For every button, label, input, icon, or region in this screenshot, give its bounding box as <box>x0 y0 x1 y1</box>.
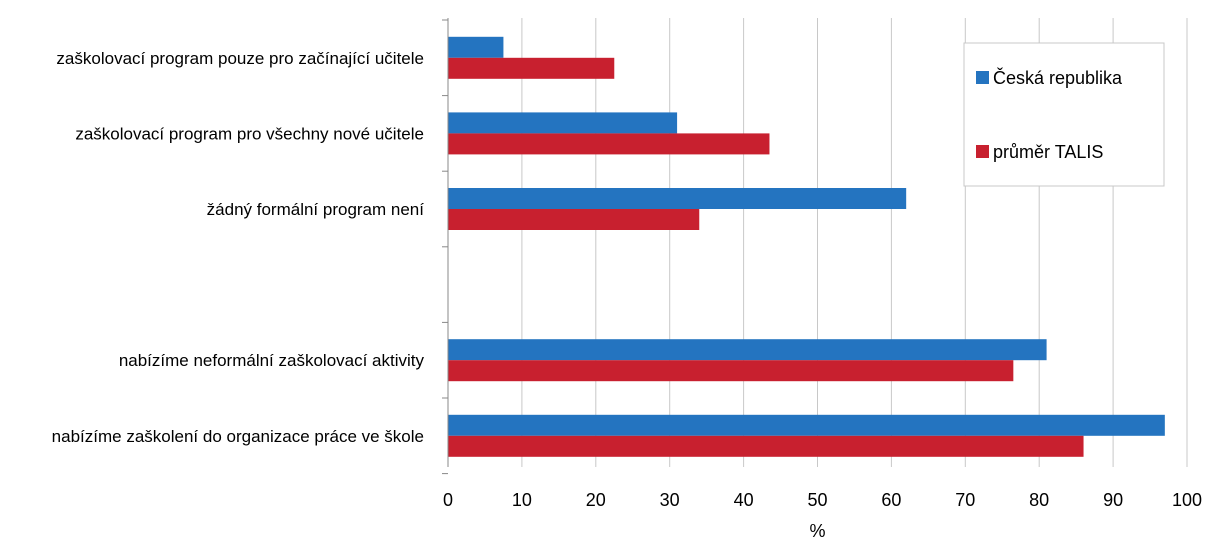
legend-label-ceska-republika: Česká republika <box>993 67 1123 88</box>
x-tick-labels: 0 10 20 30 40 50 60 70 80 90 100 <box>443 490 1202 510</box>
bar-ceska-republika <box>448 339 1047 361</box>
x-tick-label-30: 30 <box>660 490 680 510</box>
x-tick-label-0: 0 <box>443 490 453 510</box>
x-tick-label-10: 10 <box>512 490 532 510</box>
category-label: nabízíme neformální zaškolovací aktivity <box>119 351 425 370</box>
bar-ceska-republika <box>448 414 1165 436</box>
bar-prumer-talis <box>448 57 615 79</box>
x-tick-label-90: 90 <box>1103 490 1123 510</box>
x-tick-label-50: 50 <box>807 490 827 510</box>
bars <box>448 36 1165 457</box>
x-tick-label-70: 70 <box>955 490 975 510</box>
x-tick-label-60: 60 <box>881 490 901 510</box>
legend-label-prumer-talis: průměr TALIS <box>993 142 1103 162</box>
category-label: nabízíme zaškolení do organizace práce v… <box>52 427 424 446</box>
category-label: zaškolovací program pouze pro začínající… <box>56 49 424 68</box>
bar-prumer-talis <box>448 209 700 230</box>
legend: Česká republika průměr TALIS <box>963 42 1165 187</box>
bar-prumer-talis <box>448 435 1084 457</box>
category-label: žádný formální program není <box>207 200 425 219</box>
category-ticks <box>442 19 448 475</box>
x-tick-label-100: 100 <box>1172 490 1202 510</box>
legend-box <box>963 42 1165 187</box>
bar-prumer-talis <box>448 133 770 155</box>
category-label: zaškolovací program pro všechny nové uči… <box>75 124 424 143</box>
x-tick-label-80: 80 <box>1029 490 1049 510</box>
legend-swatch-ceska-republika <box>976 71 989 84</box>
bar-ceska-republika <box>448 112 678 134</box>
legend-swatch-prumer-talis <box>976 145 989 158</box>
bar-prumer-talis <box>448 360 1014 382</box>
bar-ceska-republika <box>448 188 907 209</box>
x-axis-title: % <box>809 521 825 541</box>
category-labels: zaškolovací program pouze pro začínající… <box>52 49 425 446</box>
x-tick-label-40: 40 <box>734 490 754 510</box>
bar-ceska-republika <box>448 36 504 58</box>
x-tick-label-20: 20 <box>586 490 606 510</box>
